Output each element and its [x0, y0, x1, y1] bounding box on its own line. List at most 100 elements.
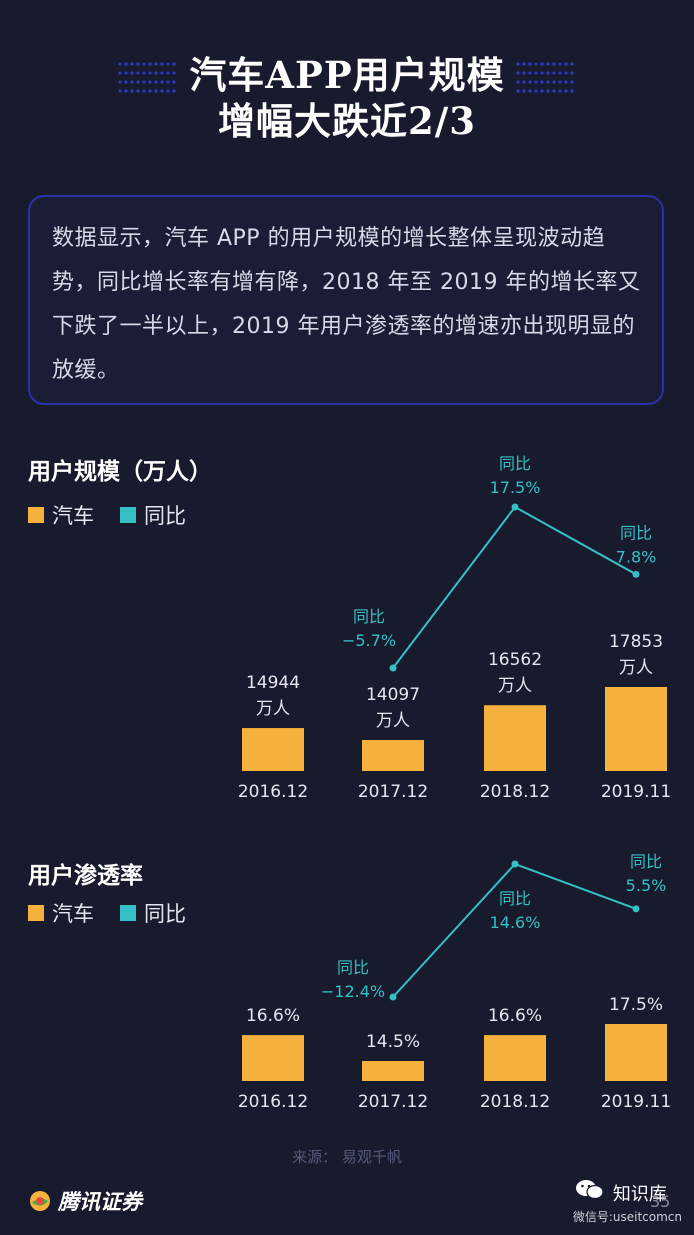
- chart2-title: 用户渗透率: [28, 863, 143, 889]
- source-note: 来源： 易观千帆: [292, 1148, 402, 1166]
- title-dot: [516, 62, 520, 66]
- title-dots-decoration: [118, 62, 574, 93]
- title-dot: [540, 89, 544, 93]
- yoy-value-label: 17.5%: [490, 478, 541, 497]
- title-dot: [136, 80, 140, 84]
- title-dot: [564, 89, 568, 93]
- yoy-tag: 同比: [630, 852, 662, 871]
- title-dot: [166, 80, 170, 84]
- bar-value-label: 14.5%: [366, 1032, 420, 1052]
- title-dot: [528, 80, 532, 84]
- legend-item-bar: 汽车: [28, 898, 94, 928]
- title-dot: [148, 89, 152, 93]
- legend-bar-swatch: [28, 507, 44, 523]
- yoy-tag: 同比: [337, 958, 369, 977]
- title-dot: [142, 62, 146, 66]
- title-dot: [552, 62, 556, 66]
- yoy-point: [632, 570, 640, 578]
- title-dot: [534, 71, 538, 75]
- title-dot: [148, 80, 152, 84]
- yoy-value-label: 14.6%: [490, 913, 541, 932]
- title-dot: [570, 80, 574, 84]
- title-dot: [522, 62, 526, 66]
- bar-value-label: 17853: [609, 632, 663, 652]
- wechat-icon: [575, 1180, 604, 1200]
- bar-value-label: 万人: [256, 699, 290, 719]
- title-dot: [570, 62, 574, 66]
- title-dot: [558, 71, 562, 75]
- title-dot: [124, 71, 128, 75]
- legend-bar-label: 汽车: [52, 902, 94, 926]
- bar: [242, 1035, 304, 1081]
- title-dot: [160, 62, 164, 66]
- title-dot: [130, 62, 134, 66]
- title-dot: [124, 62, 128, 66]
- title-dot: [558, 62, 562, 66]
- title-dot: [118, 89, 122, 93]
- title-line-2: 增幅大跌近2/3: [217, 99, 476, 143]
- bar: [605, 687, 667, 771]
- title-dot: [136, 62, 140, 66]
- bar-value-label: 万人: [619, 658, 653, 678]
- chart1-title: 用户规模（万人）: [28, 459, 212, 485]
- title-dot: [564, 80, 568, 84]
- bar: [484, 1035, 546, 1081]
- title-dot: [516, 89, 520, 93]
- x-tick-label: 2019.11: [601, 1092, 671, 1112]
- title-dot: [154, 62, 158, 66]
- legend-item-bar: 汽车: [28, 500, 94, 530]
- bar-value-label: 万人: [498, 676, 532, 696]
- yoy-point: [511, 503, 519, 511]
- title-dot: [118, 62, 122, 66]
- title-dot: [546, 62, 550, 66]
- intro-box: 数据显示，汽车 APP 的用户规模的增长整体呈现波动趋势，同比增长率有增有降，2…: [28, 195, 664, 405]
- title-dot: [522, 71, 526, 75]
- bar-value-label: 17.5%: [609, 995, 663, 1015]
- title-dot: [142, 89, 146, 93]
- bar: [484, 705, 546, 771]
- legend-bar-label: 汽车: [52, 504, 94, 528]
- title-dot: [160, 80, 164, 84]
- title-dot: [166, 71, 170, 75]
- title-dot: [528, 89, 532, 93]
- title-dot: [546, 80, 550, 84]
- yoy-tag: 同比: [620, 523, 652, 542]
- title-dot: [154, 89, 158, 93]
- title-dot: [160, 89, 164, 93]
- legend-item-line: 同比: [120, 898, 186, 928]
- legend-bar-swatch: [28, 905, 44, 921]
- title-dot: [142, 71, 146, 75]
- title-line-1: 汽车APP用户规模: [189, 53, 505, 97]
- watermark-name: 知识库: [612, 1184, 667, 1205]
- bar: [242, 728, 304, 771]
- yoy-point: [511, 860, 519, 868]
- bar: [605, 1024, 667, 1081]
- title-dot: [570, 89, 574, 93]
- intro-text: 数据显示，汽车 APP 的用户规模的增长整体呈现波动趋势，同比增长率有增有降，2…: [52, 226, 641, 383]
- bar-value-label: 14097: [366, 685, 420, 705]
- yoy-value-label: −12.4%: [321, 982, 385, 1001]
- title-dot: [130, 80, 134, 84]
- title-dot: [160, 71, 164, 75]
- yoy-tag: 同比: [353, 607, 385, 626]
- page-number: 35: [650, 1192, 671, 1211]
- x-tick-label: 2017.12: [358, 1092, 428, 1112]
- title-dot: [546, 89, 550, 93]
- title-dot: [130, 89, 134, 93]
- title-dot: [522, 89, 526, 93]
- title-dot: [516, 80, 520, 84]
- title-dot: [540, 62, 544, 66]
- title-dot: [528, 62, 532, 66]
- x-tick-label: 2018.12: [480, 1092, 550, 1112]
- title-dot: [540, 71, 544, 75]
- title-dot: [118, 80, 122, 84]
- title-dot: [166, 89, 170, 93]
- title-dot: [142, 80, 146, 84]
- yoy-point: [389, 993, 397, 1001]
- title-dot: [124, 80, 128, 84]
- title-dot: [558, 80, 562, 84]
- title-dot: [558, 89, 562, 93]
- title-dot: [172, 62, 176, 66]
- title-dot: [154, 80, 158, 84]
- x-tick-label: 2017.12: [358, 782, 428, 802]
